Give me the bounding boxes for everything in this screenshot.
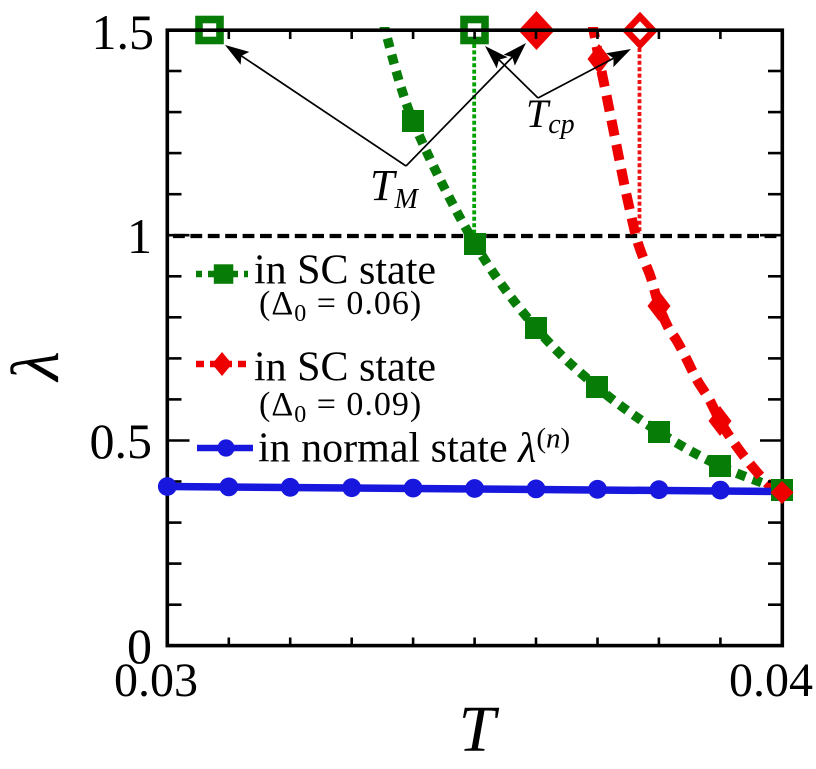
svg-text:in SC state: in SC state bbox=[254, 248, 436, 294]
svg-text:0: 0 bbox=[127, 618, 152, 674]
svg-text:in normal state λ(n): in normal state λ(n) bbox=[258, 423, 570, 472]
svg-text:(Δ0 = 0.06): (Δ0 = 0.06) bbox=[259, 285, 422, 327]
svg-text:0.5: 0.5 bbox=[90, 413, 153, 469]
svg-text:1.5: 1.5 bbox=[92, 4, 155, 60]
svg-text:λ: λ bbox=[0, 351, 73, 382]
svg-text:0.03: 0.03 bbox=[114, 654, 198, 707]
svg-text:in SC state: in SC state bbox=[254, 345, 436, 391]
svg-text:(Δ0 = 0.09): (Δ0 = 0.09) bbox=[259, 386, 422, 428]
svg-text:1: 1 bbox=[127, 208, 152, 264]
svg-text:0.04: 0.04 bbox=[729, 654, 813, 707]
svg-text:T: T bbox=[459, 693, 500, 766]
